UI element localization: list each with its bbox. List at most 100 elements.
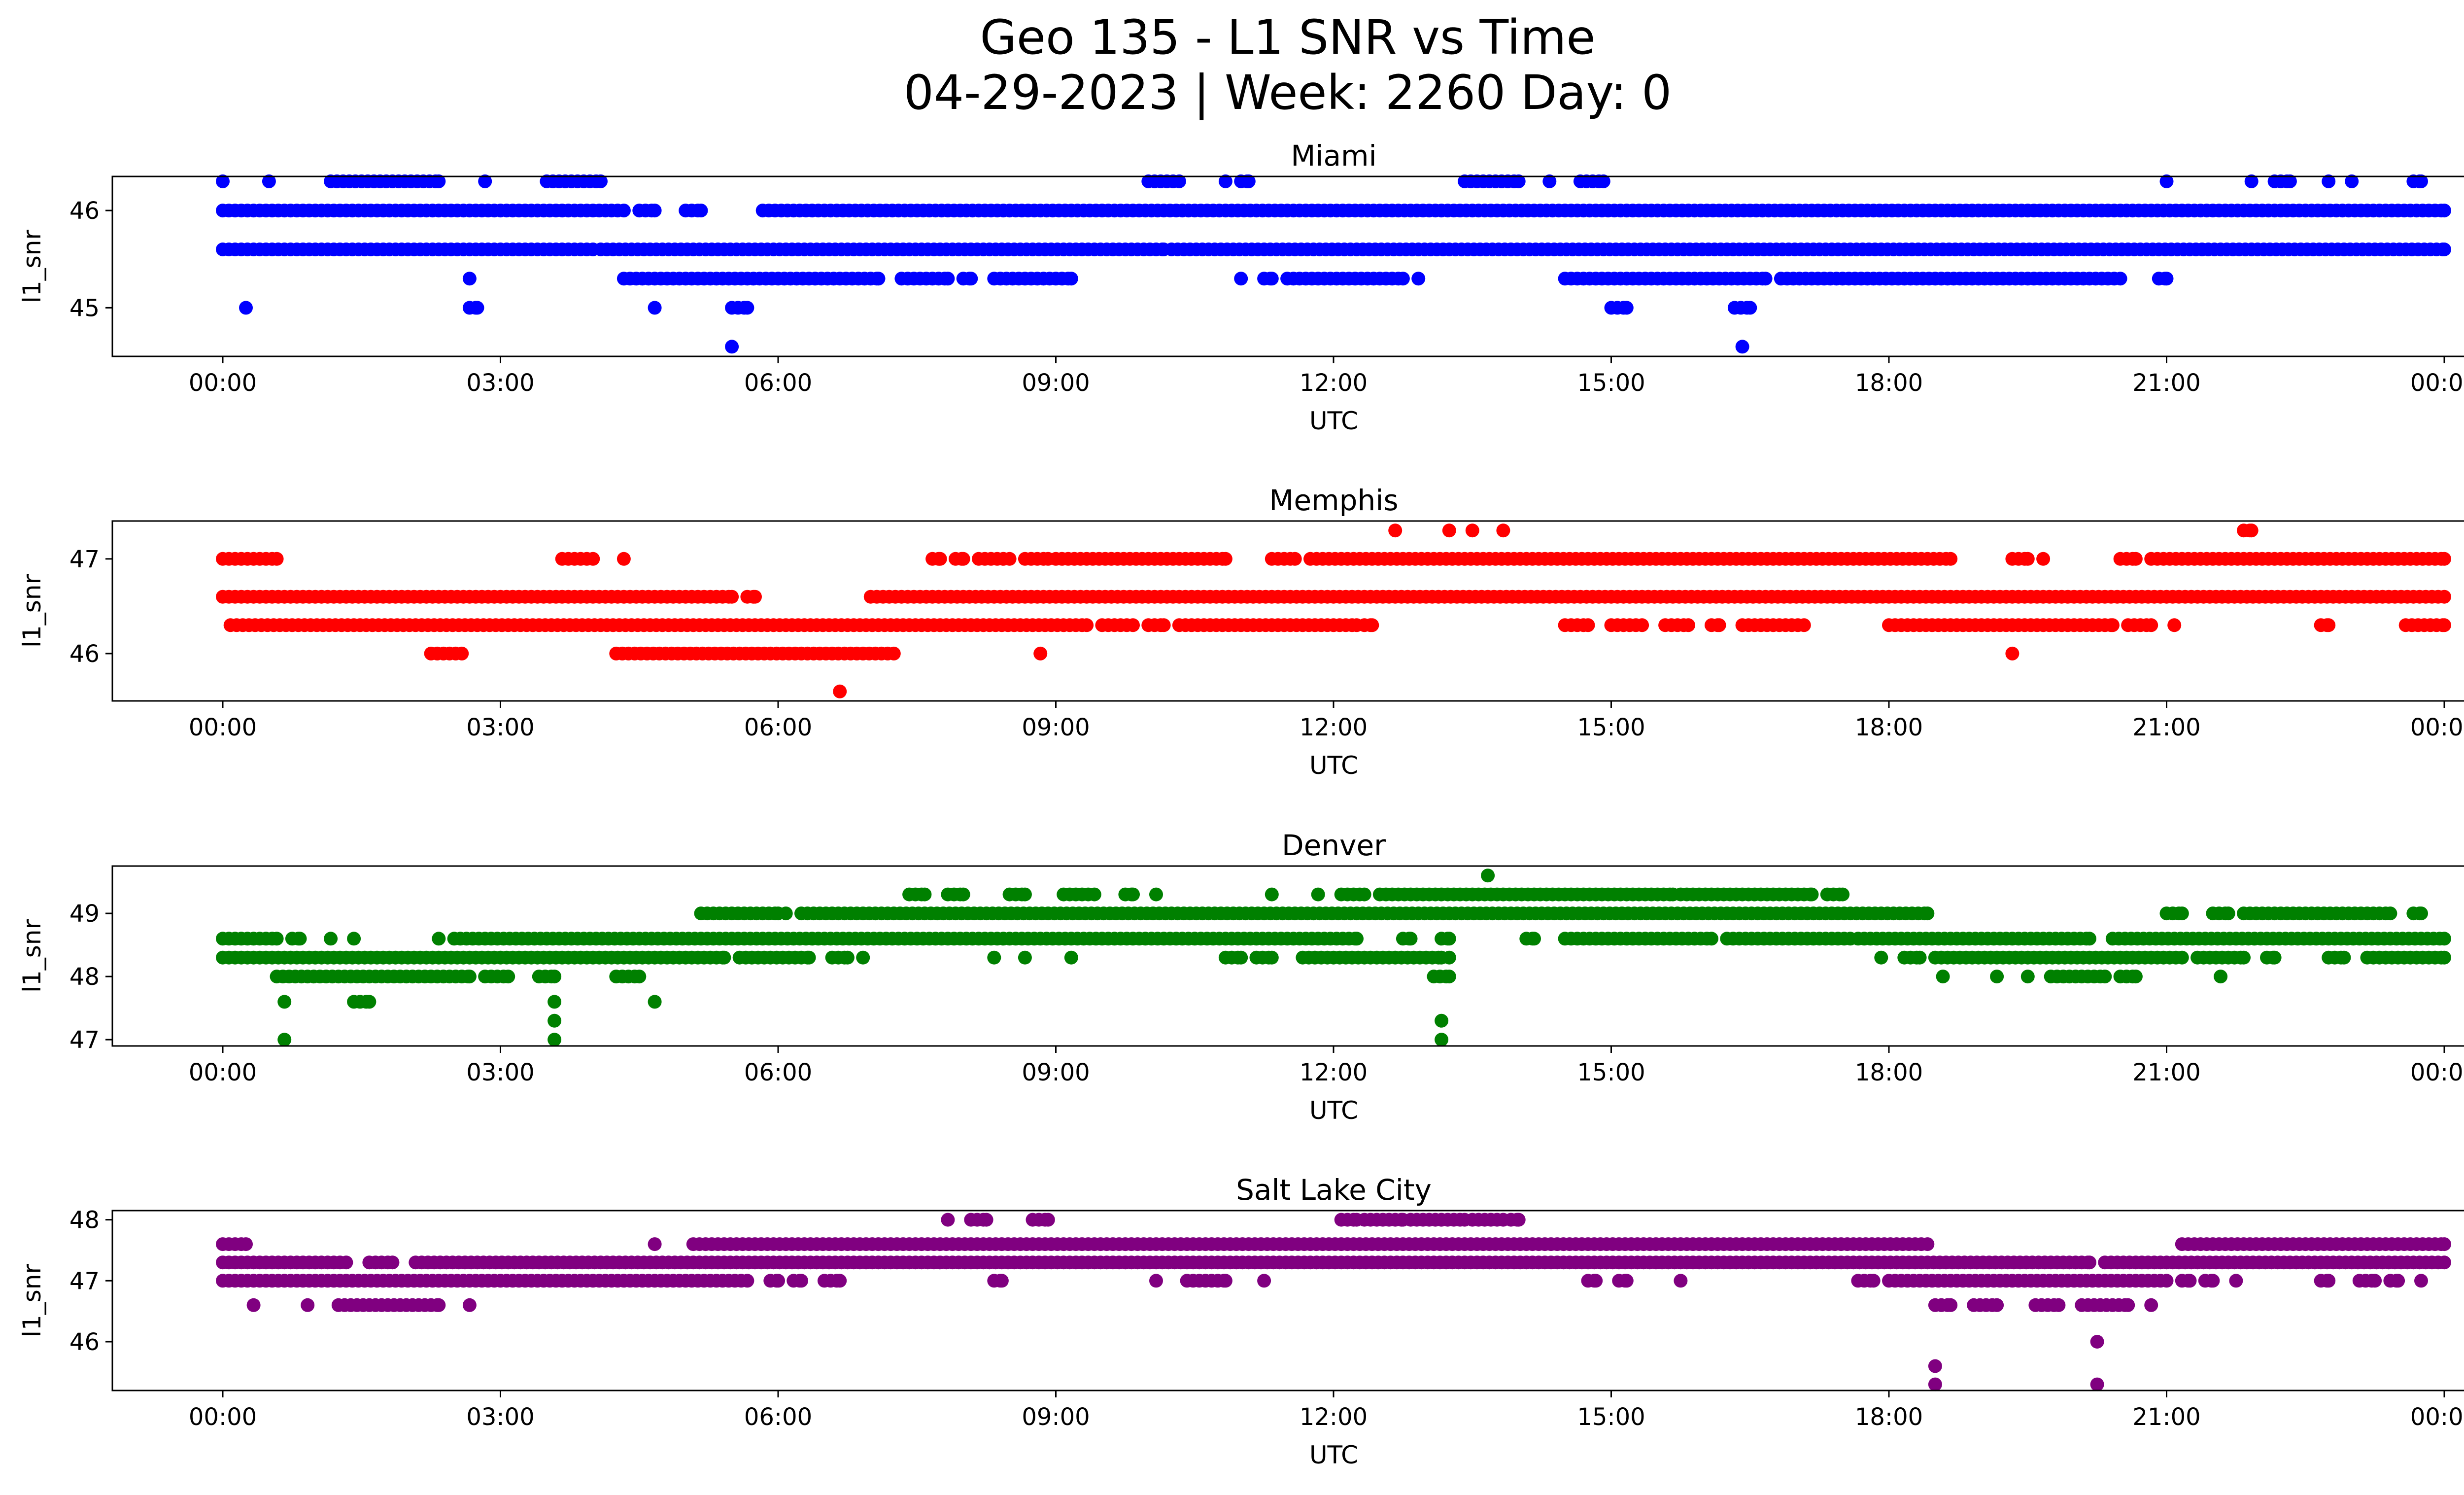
- data-point: [2098, 970, 2112, 984]
- x-tick-label: 03:00: [466, 1059, 534, 1086]
- data-point: [1064, 950, 1078, 965]
- data-point: [1619, 1274, 1634, 1288]
- data-point: [594, 174, 608, 188]
- data-point: [347, 932, 361, 946]
- data-point: [246, 1298, 261, 1312]
- data-point: [648, 995, 662, 1009]
- data-point: [994, 1274, 1009, 1288]
- data-point: [918, 887, 932, 902]
- x-tick-label: 15:00: [1577, 369, 1645, 397]
- data-point: [324, 932, 338, 946]
- data-point: [2036, 552, 2051, 566]
- data-point: [1836, 887, 1850, 902]
- data-point: [1241, 174, 1256, 188]
- data-point: [833, 1274, 847, 1288]
- data-point: [1257, 1274, 1271, 1288]
- subplot-title: Salt Lake City: [1236, 1173, 1432, 1207]
- data-point: [2337, 950, 2351, 965]
- subplot-memphis: Memphis 00:00 03:00 06:00 09:00 12:00 15:00 18:…: [18, 484, 2464, 780]
- x-axis-label: UTC: [1309, 1096, 1358, 1125]
- data-point: [1635, 618, 1649, 632]
- data-point: [979, 1213, 993, 1227]
- data-point: [1350, 932, 1364, 946]
- data-point: [1149, 887, 1163, 902]
- y-tick-label: 47: [69, 1267, 100, 1295]
- data-point: [1234, 272, 1248, 286]
- data-point: [1218, 1274, 1232, 1288]
- data-point: [2322, 1274, 2336, 1288]
- data-point: [2237, 950, 2251, 965]
- data-point: [941, 272, 955, 286]
- data-point: [548, 1033, 562, 1047]
- y-axis-label: l1_snr: [18, 1264, 46, 1337]
- data-point: [802, 950, 816, 965]
- data-point: [1265, 950, 1279, 965]
- data-point: [1041, 1213, 1055, 1227]
- data-point: [1928, 1377, 1942, 1391]
- y-axis-label: l1_snr: [18, 574, 46, 648]
- data-point: [1018, 950, 1032, 965]
- data-point: [1705, 932, 1718, 946]
- data-point: [432, 174, 446, 188]
- data-point: [2020, 970, 2035, 984]
- data-point: [2113, 272, 2127, 286]
- data-point: [1002, 552, 1017, 566]
- x-tick-label: 21:00: [2132, 714, 2200, 741]
- subplot-miami: Miami 00:00 03:00 06:00 09:00 12:00 15:00 18:00…: [18, 139, 2464, 435]
- data-point: [771, 1274, 785, 1288]
- x-tick-label: 15:00: [1577, 1403, 1645, 1431]
- data-point: [301, 1298, 315, 1312]
- x-axis-label: UTC: [1309, 407, 1358, 435]
- data-point: [2175, 950, 2189, 965]
- data-point: [2020, 552, 2035, 566]
- data-point: [2383, 906, 2397, 921]
- x-axis-label: UTC: [1309, 1441, 1358, 1469]
- data-point: [1218, 552, 1232, 566]
- data-point: [462, 970, 477, 984]
- data-point: [694, 204, 708, 218]
- data-point: [1442, 970, 1456, 984]
- data-point: [717, 950, 731, 965]
- x-tick-label: 00:00: [2410, 1059, 2464, 1086]
- data-point: [586, 552, 600, 566]
- data-point: [270, 932, 284, 946]
- data-point: [1087, 887, 1101, 902]
- data-point: [1465, 523, 1479, 538]
- data-point: [833, 684, 847, 698]
- y-tick-label: 49: [69, 900, 100, 928]
- data-point: [648, 301, 662, 315]
- x-tick-label: 12:00: [1300, 1059, 1368, 1086]
- x-tick-label: 21:00: [2132, 1059, 2200, 1086]
- data-point: [1442, 523, 1456, 538]
- data-point: [1080, 618, 1094, 632]
- data-point: [2214, 970, 2228, 984]
- y-tick-label: 46: [69, 197, 100, 225]
- data-point: [1681, 618, 1695, 632]
- data-point: [794, 1274, 808, 1288]
- data-point: [725, 340, 739, 354]
- data-point: [2128, 552, 2143, 566]
- subplot-title: Miami: [1291, 139, 1376, 173]
- data-point: [2221, 906, 2235, 921]
- data-point: [2183, 1274, 2197, 1288]
- data-point: [1743, 301, 1757, 315]
- data-point: [1388, 523, 1403, 538]
- data-point: [2391, 1274, 2405, 1288]
- data-point: [2437, 552, 2451, 566]
- data-point: [1218, 174, 1232, 188]
- x-axis-label: UTC: [1309, 751, 1358, 780]
- data-point: [2437, 590, 2451, 604]
- data-point: [2083, 932, 2096, 946]
- data-point: [2090, 1335, 2104, 1349]
- data-point: [1913, 950, 1927, 965]
- data-point: [362, 995, 376, 1009]
- data-point: [1805, 887, 1819, 902]
- data-point: [648, 204, 662, 218]
- data-point: [616, 204, 631, 218]
- data-point: [1064, 272, 1078, 286]
- data-point: [779, 906, 793, 921]
- data-point: [548, 1013, 562, 1028]
- x-tick-label: 21:00: [2132, 369, 2200, 397]
- data-point: [1619, 301, 1634, 315]
